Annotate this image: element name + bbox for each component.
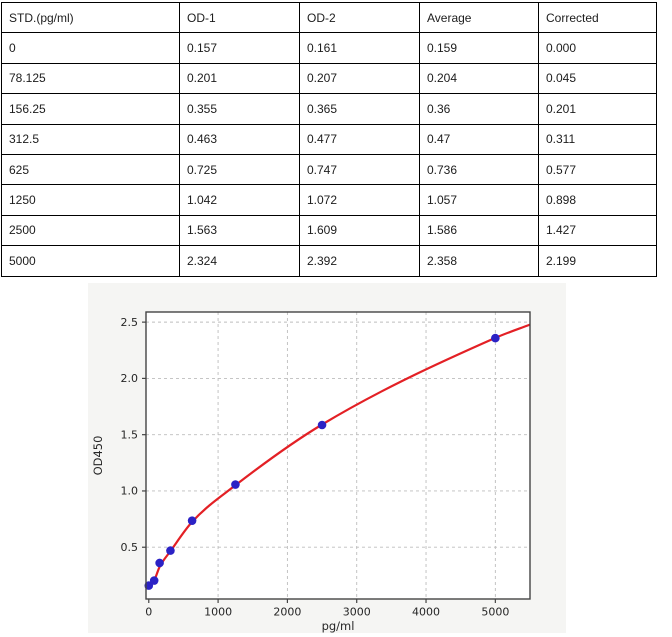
table-cell: 0.161: [299, 32, 420, 64]
table-cell: 1.563: [179, 214, 300, 247]
table-cell: 0.311: [538, 123, 657, 155]
table-cell: 1.586: [419, 214, 539, 247]
x-tick-label: 2000: [273, 606, 301, 619]
table-cell: 1.042: [179, 184, 300, 216]
x-tick-label: 5000: [481, 606, 509, 619]
table-row: 78.125 0.201 0.207 0.204 0.045: [1, 62, 657, 95]
table-cell: 0.47: [419, 123, 539, 155]
table-cell: 0.000: [538, 32, 657, 64]
data-point: [166, 546, 175, 555]
y-tick-label: 0.5: [121, 541, 139, 554]
table-cell: 0.463: [179, 123, 300, 155]
data-point: [155, 558, 164, 568]
table-cell: 1.609: [299, 214, 420, 247]
plot-border: [145, 311, 531, 600]
plot-area: [146, 312, 530, 599]
y-tick-label: 2.5: [121, 316, 139, 329]
column-header: OD-2: [299, 1, 420, 34]
standard-curve-chart: 0.5 1.0 1.5 2.0 2.5 0 1000 2000 3000 4000 5000 OD45…: [91, 311, 531, 633]
column-header: STD.(pg/ml): [1, 1, 180, 34]
column-header: Average: [419, 1, 539, 34]
table-cell: 0.207: [299, 62, 420, 95]
table-body: 0 0.157 0.161 0.159 0.000 78.125 0.201 0.207 0.2…: [1, 32, 657, 277]
table-row: 0 0.157 0.161 0.159 0.000: [1, 32, 657, 64]
table-row: 312.5 0.463 0.477 0.47 0.311: [1, 123, 657, 155]
table-cell: 2.392: [299, 245, 420, 277]
table-cell: 0.204: [419, 62, 539, 95]
table-cell: 625: [1, 153, 180, 186]
x-tick-label: 0: [145, 606, 152, 619]
table-cell: 0.736: [419, 153, 539, 186]
table-cell: 1.057: [419, 184, 539, 216]
x-tick-label: 4000: [412, 606, 440, 619]
x-tick-label: 3000: [343, 606, 371, 619]
table-cell: 2.358: [419, 245, 539, 277]
y-tick-label: 1.0: [121, 485, 139, 498]
x-axis-label: pg/ml: [322, 619, 355, 633]
table-cell: 5000: [1, 245, 180, 277]
table-cell: 2500: [1, 214, 180, 247]
table-cell: 0.355: [179, 93, 300, 125]
x-tick-label: 1000: [204, 606, 232, 619]
table-cell: 0.747: [299, 153, 420, 186]
data-point: [149, 576, 159, 585]
table-cell: 0.365: [299, 93, 420, 125]
table-cell: 0: [1, 32, 180, 64]
column-header: Corrected: [538, 1, 657, 34]
table-header-row: STD.(pg/ml) OD-1 OD-2 Average Corrected: [1, 1, 657, 34]
column-header: OD-1: [179, 1, 300, 34]
table-cell: 0.201: [179, 62, 300, 95]
table-cell: 2.199: [538, 245, 657, 277]
standard-curve-figure: 0.5 1.0 1.5 2.0 2.5 0 1000 2000 3000 4000 5000 OD45…: [88, 283, 566, 633]
standards-table: STD.(pg/ml) OD-1 OD-2 Average Corrected 0 0.1…: [1, 1, 657, 277]
table-cell: 1250: [1, 184, 180, 216]
table-row: 2500 1.563 1.609 1.586 1.427: [1, 214, 657, 247]
table-row: 5000 2.324 2.392 2.358 2.199: [1, 245, 657, 277]
y-tick-label: 2.0: [121, 372, 139, 385]
y-axis-label: OD450: [91, 436, 105, 476]
table-row: 625 0.725 0.747 0.736 0.577: [1, 153, 657, 186]
y-tick-label: 1.5: [121, 428, 139, 441]
data-point: [317, 420, 327, 430]
data-point: [187, 516, 197, 525]
fit-curve: [147, 323, 531, 589]
table-cell: 1.427: [538, 214, 657, 247]
table-cell: 78.125: [1, 62, 180, 95]
table-cell: 312.5: [1, 123, 180, 155]
table-row: 1250 1.042 1.072 1.057 0.898: [1, 184, 657, 216]
table-cell: 0.725: [179, 153, 300, 186]
table-cell: 0.045: [538, 62, 657, 95]
table-cell: 0.159: [419, 32, 539, 64]
table-cell: 0.201: [538, 93, 657, 125]
table-cell: 0.36: [419, 93, 539, 125]
table-cell: 1.072: [299, 184, 420, 216]
data-point: [491, 333, 500, 343]
table-cell: 2.324: [179, 245, 300, 277]
table-cell: 0.477: [299, 123, 420, 155]
table-cell: 0.898: [538, 184, 657, 216]
table-cell: 0.577: [538, 153, 657, 186]
data-point: [231, 480, 240, 489]
table-cell: 0.157: [179, 32, 300, 64]
table-row: 156.25 0.355 0.365 0.36 0.201: [1, 93, 657, 125]
table-cell: 156.25: [1, 93, 180, 125]
